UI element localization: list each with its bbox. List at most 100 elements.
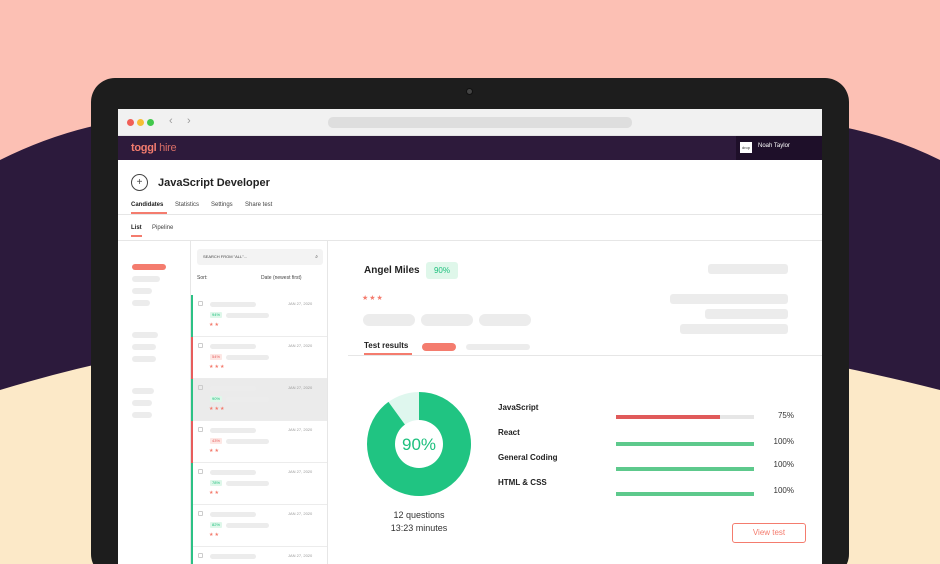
name-placeholder [210,512,256,517]
row-checkbox[interactable] [198,469,203,474]
row-score: 54% [210,354,223,360]
tab-pipeline[interactable]: Pipeline [152,225,174,231]
row-checkbox[interactable] [198,511,203,516]
tab-list[interactable]: List [131,225,142,231]
view-test-button[interactable]: View test [732,523,806,543]
donut-hole [395,420,443,468]
skill-progress-fill [616,442,754,446]
tab-candidates[interactable]: Candidates [131,202,164,208]
tab-placeholder[interactable] [422,343,456,351]
tag-pill[interactable] [421,314,473,326]
placeholder-bar [705,309,788,319]
test-duration: 13:23 minutes [390,523,448,533]
status-accent [191,295,193,337]
close-window-dot[interactable] [127,119,134,126]
list-item[interactable]: JAN 27, 2020 82% ★★ [191,505,327,547]
page-title: JavaScript Developer [158,177,270,189]
sidebar-item[interactable] [132,412,152,418]
tag-pill[interactable] [363,314,415,326]
minimize-window-dot[interactable] [137,119,144,126]
tab-share-test[interactable]: Share test [245,202,273,208]
divider [118,240,822,241]
list-item[interactable]: JAN 27, 2020 78% ★★ [191,463,327,505]
rating-stars[interactable]: ★★★ [362,295,384,302]
sidebar-item[interactable] [132,388,154,394]
name-placeholder [210,386,256,391]
row-stars: ★★ [209,490,220,496]
skill-percent: 100% [773,437,794,446]
back-arrow-icon[interactable]: ‹ [169,115,173,127]
forward-arrow-icon[interactable]: › [187,115,191,127]
list-item[interactable]: JAN 27, 2020 54% ★★★ [191,337,327,379]
skill-percent: 100% [773,486,794,495]
toggl-hire-logo[interactable]: toggl hire [131,142,177,154]
name-placeholder [210,344,256,349]
skill-percent: 100% [773,460,794,469]
list-item[interactable]: JAN 27, 2020 [191,547,327,564]
sidebar-item[interactable] [132,400,152,406]
tab-statistics[interactable]: Statistics [175,202,200,208]
row-checkbox[interactable] [198,301,203,306]
skill-name: HTML & CSS [498,478,547,487]
row-checkbox[interactable] [198,427,203,432]
row-checkbox[interactable] [198,553,203,558]
sidebar-item[interactable] [132,288,152,294]
row-stars: ★★ [209,532,220,538]
detail-placeholder [226,523,269,528]
browser-toolbar: ‹ › [118,109,822,136]
score-donut-chart: 90% [367,392,471,496]
question-count: 12 questions [393,510,445,520]
detail-placeholder [226,481,269,486]
sidebar-item[interactable] [132,356,156,362]
user-menu[interactable]: drop Noah Taylor [736,136,822,160]
detail-placeholder [226,397,269,402]
list-item[interactable]: JAN 27, 2020 90% ★★★ [191,379,327,421]
row-score: 82% [210,522,223,528]
skill-progress-track [616,415,754,419]
tab-test-results[interactable]: Test results [364,341,409,350]
status-accent [191,421,193,463]
score-badge: 90% [426,262,458,279]
row-date: JAN 27, 2020 [288,343,313,348]
placeholder-bar [670,294,788,304]
search-input[interactable]: SEARCH FROM "ALL"... ⌕ [197,249,323,265]
skill-percent: 75% [777,411,794,420]
row-score: 78% [210,480,223,486]
maximize-window-dot[interactable] [147,119,154,126]
tab-placeholder[interactable] [466,344,530,350]
row-score: 94% [210,312,223,318]
sort-label: Sort: [197,275,208,281]
skill-progress-track [616,467,754,471]
name-placeholder [210,302,256,307]
search-icon[interactable]: ⌕ [315,254,318,260]
donut-label: 90% [402,435,436,454]
status-accent [191,505,193,547]
tab-settings[interactable]: Settings [211,202,233,208]
list-item[interactable]: JAN 27, 2020 94% ★★ [191,295,327,337]
sidebar-item[interactable] [132,276,160,282]
list-item[interactable]: JAN 27, 2020 43% ★★ [191,421,327,463]
row-checkbox[interactable] [198,385,203,390]
row-stars: ★★ [209,322,220,328]
row-stars: ★★ [209,448,220,454]
row-checkbox[interactable] [198,343,203,348]
sidebar-item-active[interactable] [132,264,166,270]
detail-placeholder [226,355,269,360]
skill-progress-track [616,492,754,496]
sidebar-item[interactable] [132,300,150,306]
status-accent [191,547,193,564]
skill-name: React [498,428,520,437]
skill-name: JavaScript [498,403,539,412]
divider [118,214,822,215]
plus-icon[interactable]: + [131,174,148,191]
tag-pill[interactable] [479,314,531,326]
status-accent [191,379,193,421]
webcam [466,88,473,95]
sidebar-item[interactable] [132,332,158,338]
active-tab-underline [131,212,167,214]
sort-dropdown[interactable]: Date (newest first) [261,275,302,281]
sidebar-item[interactable] [132,344,156,350]
row-score: 90% [210,396,223,402]
app-header: toggl hire drop Noah Taylor [118,136,822,160]
address-bar[interactable] [328,117,632,128]
